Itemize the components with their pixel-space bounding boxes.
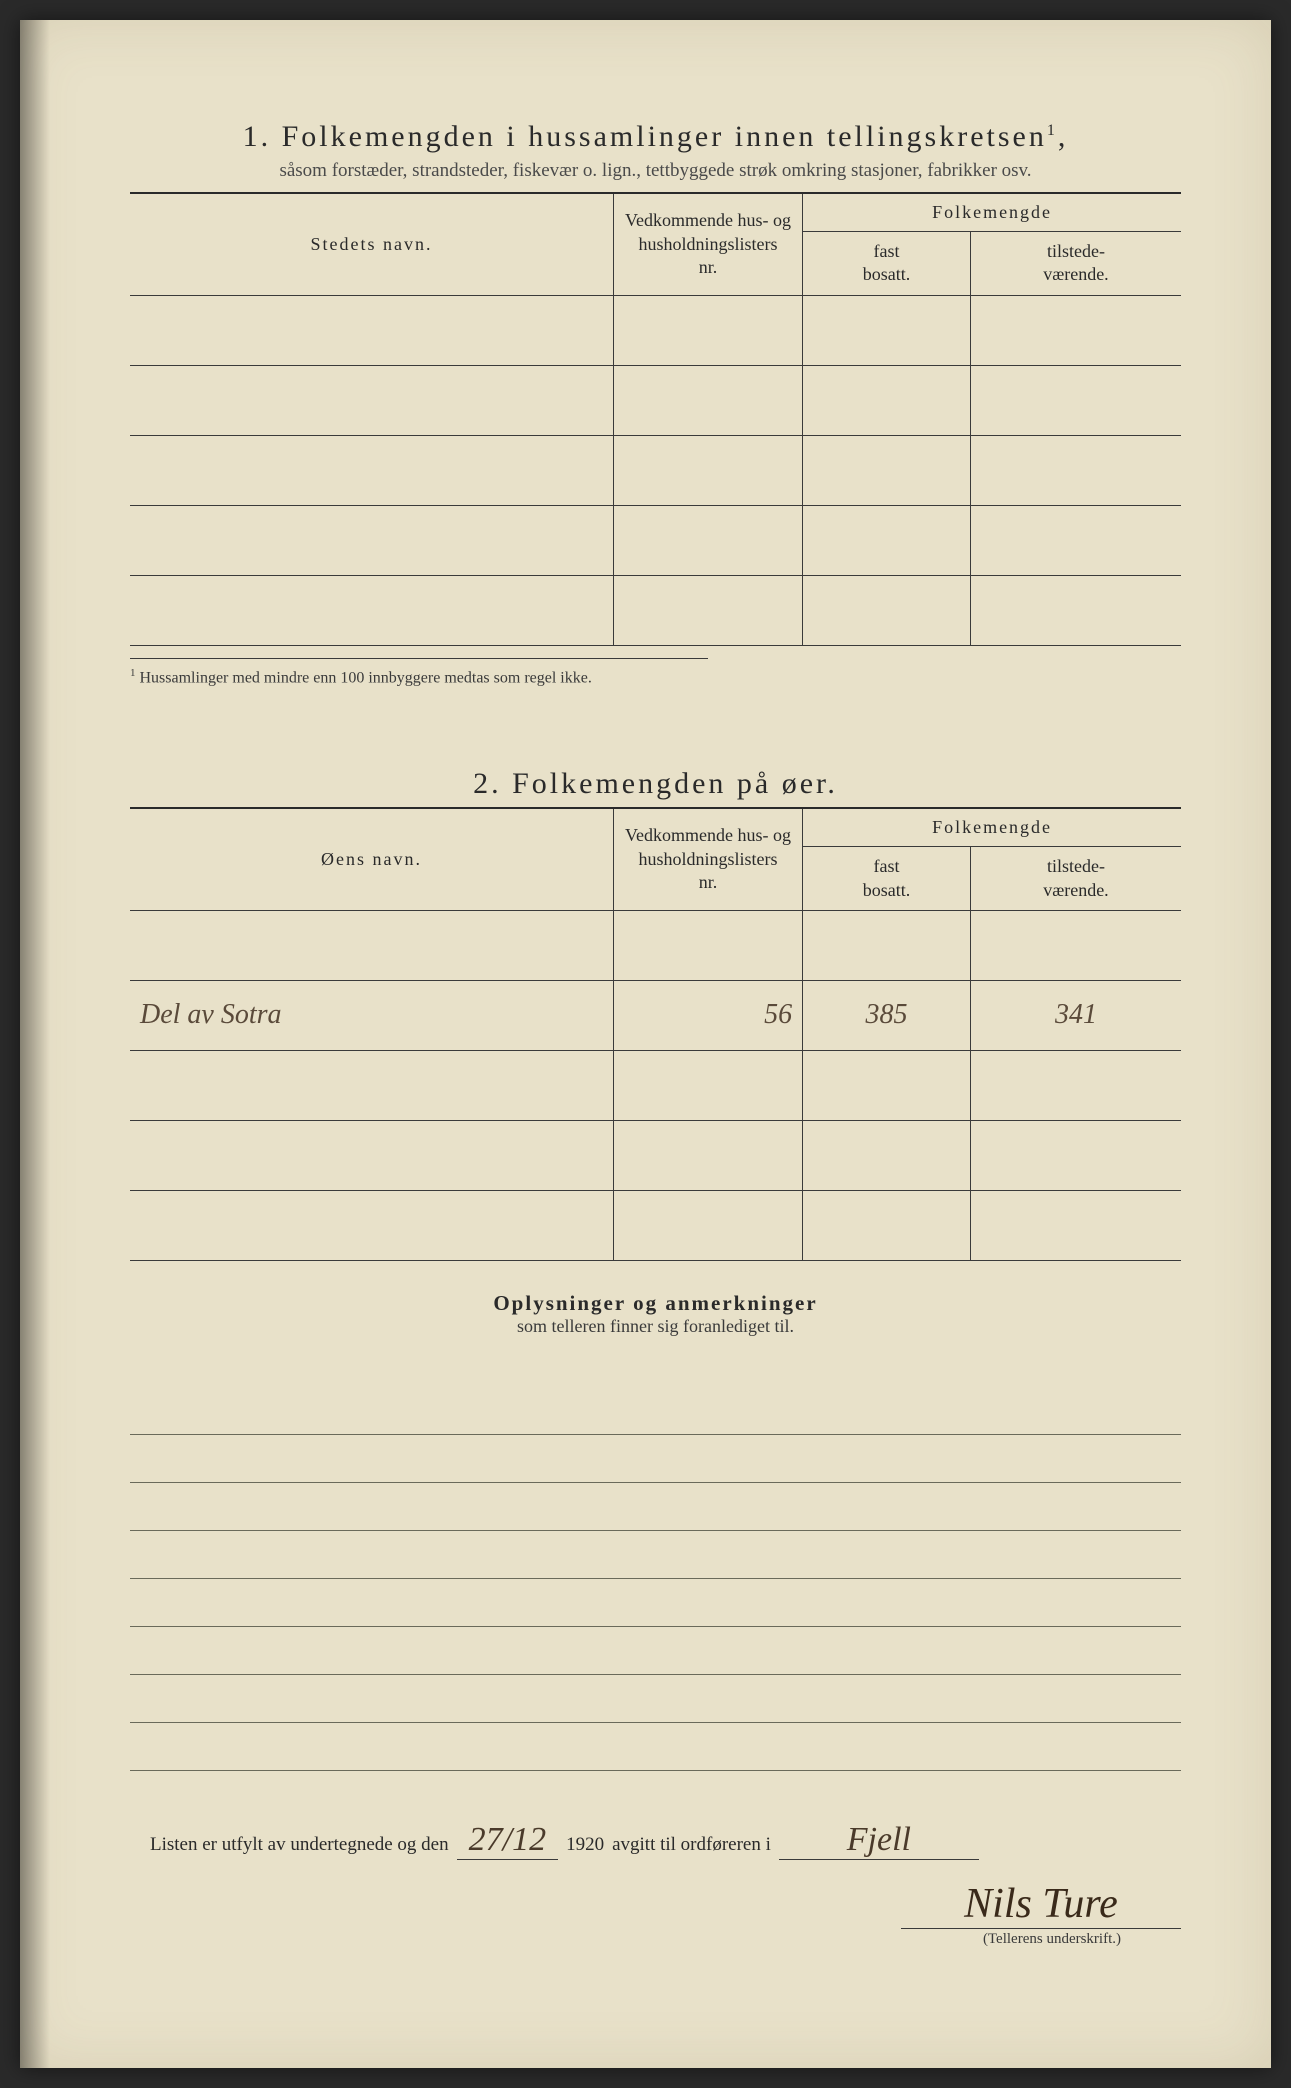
- col-fast: fast bosatt.: [803, 232, 971, 296]
- ruled-line: [130, 1723, 1181, 1771]
- signature-block: Listen er utfylt av undertegnede og den …: [150, 1821, 1181, 1948]
- col-nr2: Vedkommende hus- og husholdningslisters …: [613, 808, 802, 910]
- col-tilstede: tilstede- værende.: [970, 232, 1181, 296]
- section1-title-text: Folkemengden i hussamlinger innen tellin…: [282, 120, 1047, 153]
- table-row: [130, 365, 1181, 435]
- sig-prefix: Listen er utfylt av undertegnede og den: [150, 1834, 449, 1856]
- table-row: Del av Sotra56385341: [130, 980, 1181, 1050]
- table-row: [130, 295, 1181, 365]
- ruled-line: [130, 1435, 1181, 1483]
- table-row: [130, 910, 1181, 980]
- sig-mid: avgitt til ordføreren i: [612, 1834, 771, 1856]
- ruled-line: [130, 1483, 1181, 1531]
- col-stedets-navn: Stedets navn.: [130, 193, 613, 295]
- remarks-title: Oplysninger og anmerkninger: [130, 1291, 1181, 1316]
- section1-title: 1. Folkemengden i hussamlinger innen tel…: [130, 120, 1181, 154]
- table-row: [130, 575, 1181, 645]
- ruled-line: [130, 1579, 1181, 1627]
- col-nr: Vedkommende hus- og husholdningslisters …: [613, 193, 802, 295]
- sig-name-row: Nils Ture: [150, 1880, 1181, 1929]
- table-row: [130, 1190, 1181, 1260]
- table-row: [130, 435, 1181, 505]
- section2-body: Del av Sotra56385341: [130, 910, 1181, 1260]
- table-row: [130, 505, 1181, 575]
- col-folkemengde2: Folkemengde: [803, 808, 1181, 847]
- section1-body: [130, 295, 1181, 645]
- col-oens-navn: Øens navn.: [130, 808, 613, 910]
- table-row: [130, 1120, 1181, 1190]
- sig-year: 1920: [566, 1834, 604, 1856]
- col-folkemengde: Folkemengde: [803, 193, 1181, 232]
- section1-sup: 1: [1047, 122, 1058, 139]
- section1-footnote: 1 Hussamlinger med mindre enn 100 innbyg…: [130, 658, 708, 687]
- sig-caption: (Tellerens underskrift.): [150, 1931, 1181, 1948]
- col-fast2: fast bosatt.: [803, 847, 971, 911]
- ruled-line: [130, 1675, 1181, 1723]
- section1-subtitle: såsom forstæder, strandsteder, fiskevær …: [130, 160, 1181, 182]
- document-page: 1. Folkemengden i hussamlinger innen tel…: [20, 20, 1271, 2068]
- remarks-lines: [130, 1387, 1181, 1771]
- section2-table: Øens navn. Vedkommende hus- og husholdni…: [130, 807, 1181, 1261]
- sig-place: Fjell: [779, 1821, 979, 1860]
- ruled-line: [130, 1531, 1181, 1579]
- section2-title-text: Folkemengden på øer.: [512, 767, 838, 800]
- table-row: [130, 1050, 1181, 1120]
- section2-title: 2. Folkemengden på øer.: [130, 767, 1181, 801]
- remarks-subtitle: som telleren finner sig foranlediget til…: [130, 1316, 1181, 1337]
- section1-number: 1.: [243, 120, 272, 153]
- sig-name: Nils Ture: [901, 1880, 1181, 1929]
- section1-table: Stedets navn. Vedkommende hus- og hushol…: [130, 192, 1181, 646]
- section2-number: 2.: [473, 767, 502, 800]
- ruled-line: [130, 1387, 1181, 1435]
- ruled-line: [130, 1627, 1181, 1675]
- sig-date: 27/12: [457, 1821, 558, 1860]
- col-tilstede2: tilstede- værende.: [970, 847, 1181, 911]
